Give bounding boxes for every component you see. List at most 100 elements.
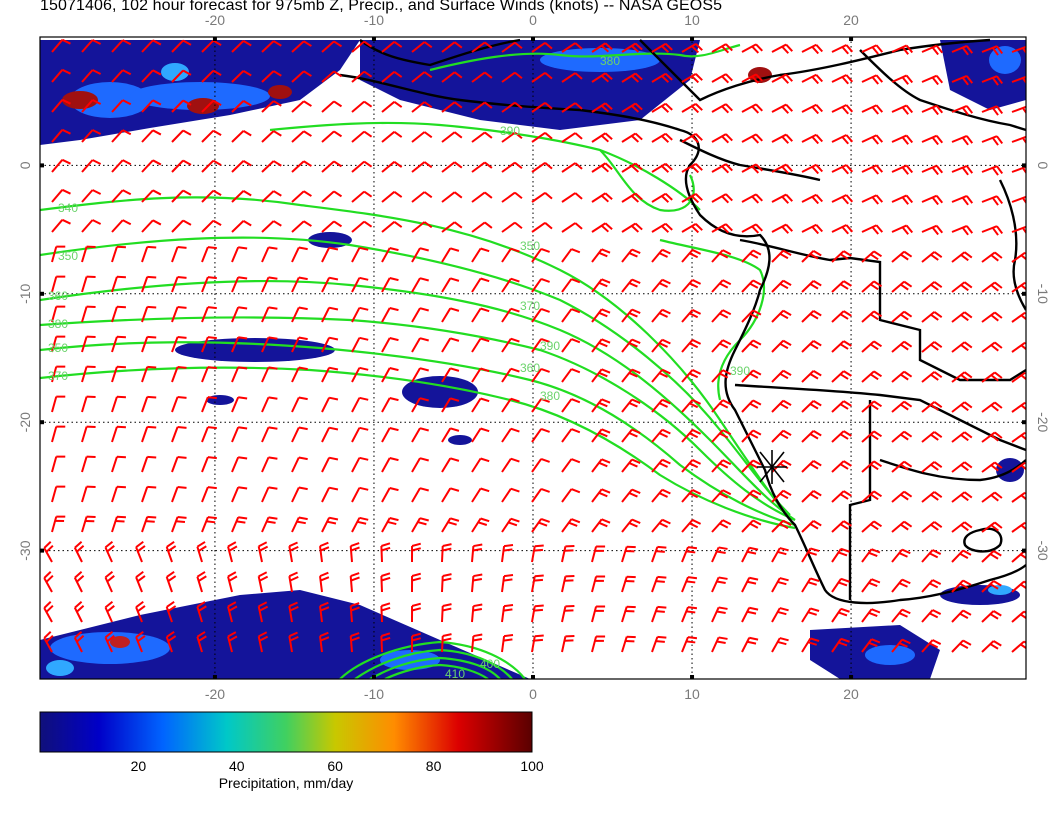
wind-barb — [711, 546, 728, 563]
wind-barb — [891, 400, 913, 413]
wind-barb — [288, 571, 299, 593]
wind-barb — [591, 308, 611, 323]
wind-barb — [681, 399, 702, 413]
wind-barb — [1011, 610, 1026, 623]
wind-barb — [471, 191, 493, 203]
wind-barb — [861, 340, 883, 353]
map-title: 15071406, 102 hour forecast for 975mb Z,… — [40, 0, 723, 14]
wind-barb — [135, 540, 146, 563]
wind-barb — [411, 277, 429, 293]
wind-barb — [111, 99, 132, 113]
wind-barb — [441, 191, 463, 203]
wind-barb — [1011, 431, 1026, 443]
wind-barb — [111, 515, 126, 533]
wind-barb — [561, 278, 581, 293]
wind-barb — [591, 102, 613, 113]
wind-barb — [291, 306, 308, 323]
wind-barb — [411, 367, 429, 383]
wind-barb — [104, 630, 115, 653]
wind-barb — [741, 636, 759, 653]
wind-barb — [261, 366, 278, 383]
wind-barb — [501, 543, 514, 563]
wind-barb — [831, 490, 852, 503]
wind-barb — [771, 637, 789, 653]
wind-barb — [651, 102, 673, 113]
wind-barb — [351, 516, 369, 533]
wind-barbs — [43, 38, 1026, 653]
wind-barb — [501, 307, 520, 323]
wind-barb — [891, 134, 914, 145]
wind-barb — [471, 161, 493, 173]
wind-barb — [831, 134, 854, 145]
wind-barb — [651, 458, 671, 473]
wind-barb — [681, 249, 702, 263]
wind-barb — [291, 190, 312, 203]
wind-barb — [321, 486, 339, 503]
wind-barb — [291, 486, 308, 503]
wind-barb — [411, 41, 433, 53]
wind-barb — [891, 490, 913, 503]
wind-barb — [411, 71, 433, 83]
wind-barb — [981, 195, 1004, 206]
wind-barb — [561, 338, 581, 353]
wind-barb — [411, 221, 433, 233]
wind-barb — [441, 307, 460, 323]
wind-barb — [471, 131, 493, 143]
wind-barb — [861, 370, 883, 383]
wind-barb — [171, 219, 192, 233]
wind-barb — [771, 193, 794, 204]
wind-barb — [81, 395, 96, 413]
wind-barb — [501, 367, 520, 383]
wind-barb — [951, 549, 972, 563]
wind-barb — [771, 133, 794, 144]
wind-barb — [319, 631, 330, 653]
wind-barb — [771, 339, 792, 353]
wind-barb — [831, 224, 854, 235]
wind-barb — [1011, 580, 1026, 593]
wind-barb — [291, 100, 312, 113]
wind-barb — [231, 219, 252, 233]
wind-barb — [261, 40, 282, 53]
wind-barb — [141, 425, 157, 443]
wind-barb — [141, 305, 157, 323]
wind-barb — [591, 132, 613, 143]
wind-barb — [891, 44, 914, 55]
wind-barb — [351, 100, 373, 113]
wind-barb — [951, 195, 974, 206]
wind-barb — [380, 572, 391, 593]
wind-barb — [291, 396, 308, 413]
wind-barb — [711, 576, 728, 593]
wind-barb — [831, 194, 854, 205]
lon-label-bottom: 20 — [843, 686, 859, 702]
wind-barb — [231, 189, 252, 203]
wind-barb — [531, 457, 550, 473]
wind-barb — [621, 72, 643, 83]
wind-barb — [861, 400, 883, 413]
wind-barb — [441, 337, 460, 353]
contour-label: 350 — [58, 249, 78, 263]
wind-barb — [531, 161, 553, 173]
wind-barb — [651, 162, 673, 173]
colorbar-tick-label: 100 — [520, 758, 544, 774]
wind-barb — [951, 75, 974, 86]
wind-barb — [135, 630, 146, 653]
lat-label-right: 0 — [1035, 162, 1051, 170]
contour-label: 370 — [48, 369, 68, 383]
wind-barb — [861, 280, 883, 293]
wind-barb — [471, 397, 490, 413]
wind-barb — [201, 39, 222, 53]
wind-barb — [171, 306, 187, 323]
wind-barb — [861, 578, 881, 593]
wind-barb — [141, 69, 162, 83]
colorbar-tick-label: 60 — [327, 758, 343, 774]
wind-barb — [471, 573, 483, 593]
wind-barb — [261, 100, 282, 113]
wind-barb — [711, 459, 732, 473]
wind-barb — [891, 280, 913, 293]
wind-barb — [51, 128, 71, 143]
wind-barb — [951, 311, 973, 323]
wind-barb — [381, 190, 403, 203]
wind-barb — [591, 488, 611, 503]
contour-label: 340 — [58, 201, 78, 215]
wind-barb — [471, 367, 490, 383]
